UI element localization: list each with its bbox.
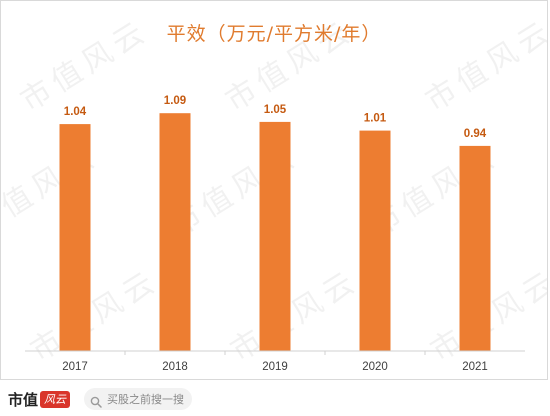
data-label-2019: 1.05: [264, 104, 287, 116]
bar-2017: [59, 124, 91, 351]
chart-card: 市值风云 市值风云 市值风云 市值风云 市值风云 市值风云 市值风云 市值风云 …: [0, 0, 548, 380]
search-icon: [90, 393, 102, 408]
bar-2020: [359, 130, 391, 351]
search-input[interactable]: 买股之前搜一搜: [84, 388, 193, 410]
data-label-2020: 1.01: [364, 113, 387, 125]
x-tick-label-2021: 2021: [462, 361, 488, 373]
brand-logo: 市值 风云: [8, 389, 71, 410]
x-tick-label-2018: 2018: [162, 361, 188, 373]
x-tick-label-2020: 2020: [362, 361, 388, 373]
x-tick-label-2019: 2019: [262, 361, 288, 373]
bar-chart: 1.04 1.09 1.05 1.01 0.94 2017 2018 2019 2020 202…: [25, 95, 525, 373]
data-label-2017: 1.04: [64, 106, 87, 118]
logo-seal: 风云: [40, 390, 71, 408]
footer-bar: 市值 风云 买股之前搜一搜: [0, 382, 550, 416]
chart-title: 平效（万元/平方米/年）: [166, 23, 382, 45]
bar-2019: [259, 121, 291, 352]
bar-2018: [159, 113, 191, 351]
data-label-2018: 1.09: [164, 95, 186, 107]
x-tick-label-2017: 2017: [62, 361, 88, 373]
x-ticks-layer: 2017 2018 2019 2020 2021: [62, 351, 488, 373]
logo-text: 市值: [8, 390, 39, 409]
bar-2021: [459, 145, 491, 351]
data-label-2021: 0.94: [464, 128, 487, 140]
search-placeholder: 买股之前搜一搜: [107, 393, 185, 406]
bars-layer: 1.04 1.09 1.05 1.01 0.94: [59, 95, 491, 352]
